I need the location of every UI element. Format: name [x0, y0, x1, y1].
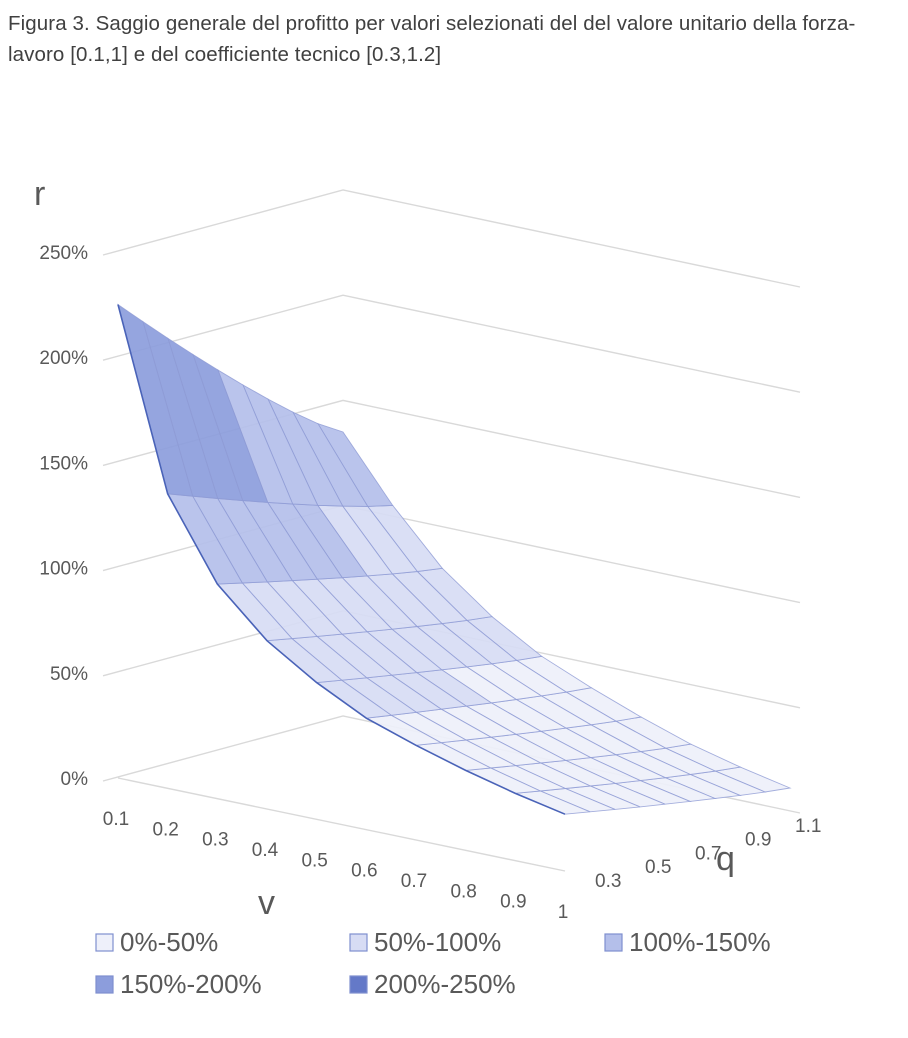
v-tick-label: 0.6 [351, 861, 377, 882]
legend-item: 150%-200% [95, 969, 262, 999]
axis-ticks: 0% 50% 100% 150% 200% 250% 0.1 0.2 0.3 0.4 0.5 0.6 0… [39, 243, 821, 923]
v-tick-label: 0.4 [252, 840, 279, 861]
z-tick-label: 150% [39, 453, 88, 474]
legend: 0%-50% 50%-100% 100%-150% 150%-200% 200%-250… [95, 927, 771, 999]
gridline [102, 189, 801, 288]
legend-item: 100%-150% [604, 927, 771, 957]
surface-plot [117, 303, 792, 815]
legend-swatch [95, 933, 114, 952]
v-axis-line [117, 777, 566, 872]
front-edge-line [117, 304, 566, 815]
legend-item: 50%-100% [349, 927, 501, 957]
z-axis-title: r [34, 175, 45, 213]
q-tick-label: 0.5 [645, 857, 671, 878]
z-tick-label: 50% [50, 664, 88, 685]
legend-swatch [349, 975, 368, 994]
z-tick-label: 250% [39, 243, 88, 264]
legend-item: 0%-50% [95, 927, 218, 957]
v-tick-label: 0.9 [500, 892, 526, 913]
v-tick-label: 0.3 [202, 830, 228, 851]
v-tick-label: 0.8 [450, 881, 476, 902]
z-tick-label: 200% [39, 348, 88, 369]
q-tick-label: 0.9 [745, 830, 771, 851]
z-tick-label: 100% [39, 559, 88, 580]
figure-caption: Figura 3. Saggio generale del profitto p… [8, 12, 856, 66]
q-axis-title: q [716, 840, 735, 878]
legend-label: 100%-150% [629, 927, 771, 957]
legend-swatch [95, 975, 114, 994]
legend-label: 200%-250% [374, 969, 516, 999]
q-tick-label: 1.1 [795, 816, 821, 837]
v-tick-label: 1 [558, 902, 569, 923]
v-tick-label: 0.2 [152, 819, 178, 840]
v-axis-title: v [258, 884, 275, 922]
v-tick-label: 0.1 [103, 809, 129, 830]
legend-item: 200%-250% [349, 969, 516, 999]
legend-swatch [349, 933, 368, 952]
q-tick-label: 0.7 [695, 843, 721, 864]
legend-label: 150%-200% [120, 969, 262, 999]
legend-label: 0%-50% [120, 927, 218, 957]
legend-swatch [604, 933, 623, 952]
v-tick-label: 0.5 [301, 850, 327, 871]
q-tick-label: 0.3 [595, 871, 621, 892]
legend-label: 50%-100% [374, 927, 501, 957]
z-tick-label: 0% [61, 769, 89, 790]
gridline [102, 294, 801, 393]
v-tick-label: 0.7 [401, 871, 427, 892]
